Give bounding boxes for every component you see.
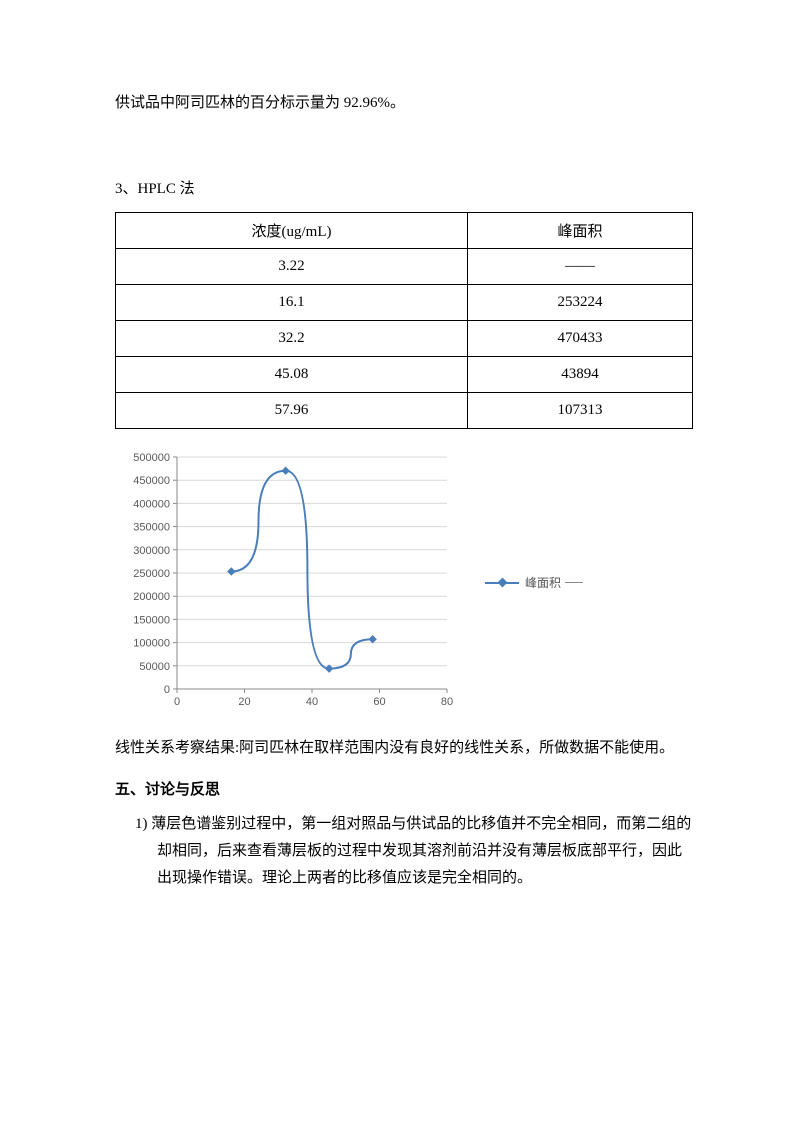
svg-text:250000: 250000 — [133, 568, 170, 580]
svg-text:400000: 400000 — [133, 498, 170, 510]
chart-legend: 峰面积 — [485, 574, 587, 591]
table-row: 16.1 253224 — [116, 285, 693, 321]
legend-dash-icon — [565, 582, 583, 583]
chart-svg: 0 50000 100000 150000 200000 250000 300000 3500… — [123, 449, 455, 711]
svg-text:60: 60 — [373, 696, 385, 708]
table-cell: 32.2 — [116, 321, 468, 357]
table-cell: 3.22 — [116, 249, 468, 285]
svg-text:200000: 200000 — [133, 591, 170, 603]
svg-text:100000: 100000 — [133, 638, 170, 650]
table-cell: 57.96 — [116, 393, 468, 429]
peak-area-chart: 0 50000 100000 150000 200000 250000 300000 3500… — [123, 449, 455, 716]
svg-text:20: 20 — [238, 696, 250, 708]
hplc-table: 浓度(ug/mL) 峰面积 3.22 —— 16.1 253224 32.2 4… — [115, 212, 693, 429]
section-5-heading: 五、讨论与反思 — [115, 778, 693, 799]
legend-label: 峰面积 — [525, 574, 561, 591]
table-cell: 253224 — [467, 285, 692, 321]
legend-marker-icon — [485, 582, 519, 584]
table-cell: 16.1 — [116, 285, 468, 321]
svg-text:50000: 50000 — [139, 661, 170, 673]
svg-text:150000: 150000 — [133, 614, 170, 626]
table-cell: —— — [467, 249, 692, 285]
result-paragraph: 线性关系考察结果:阿司匹林在取样范围内没有良好的线性关系，所做数据不能使用。 — [115, 736, 693, 762]
table-row: 32.2 470433 — [116, 321, 693, 357]
item-text: 薄层色谱鉴别过程中，第一组对照品与供试品的比移值并不完全相同，而第二组的却相同，… — [151, 816, 691, 886]
svg-text:500000: 500000 — [133, 452, 170, 464]
item-number: 1) — [135, 816, 148, 832]
table-header: 峰面积 — [467, 213, 692, 249]
svg-text:0: 0 — [164, 684, 170, 696]
table-cell: 470433 — [467, 321, 692, 357]
section-3-title: 3、HPLC 法 — [115, 177, 693, 198]
svg-text:300000: 300000 — [133, 545, 170, 557]
page: 供试品中阿司匹林的百分标示量为 92.96%。 3、HPLC 法 浓度(ug/m… — [0, 0, 793, 1122]
table-row: 57.96 107313 — [116, 393, 693, 429]
discussion-item-1: 1) 薄层色谱鉴别过程中，第一组对照品与供试品的比移值并不完全相同，而第二组的却… — [115, 811, 693, 892]
svg-text:350000: 350000 — [133, 522, 170, 534]
svg-text:450000: 450000 — [133, 475, 170, 487]
chart-container: 0 50000 100000 150000 200000 250000 300000 3500… — [123, 449, 693, 716]
table-cell: 45.08 — [116, 357, 468, 393]
table-row: 45.08 43894 — [116, 357, 693, 393]
intro-paragraph: 供试品中阿司匹林的百分标示量为 92.96%。 — [115, 90, 693, 117]
table-row: 3.22 —— — [116, 249, 693, 285]
table-header: 浓度(ug/mL) — [116, 213, 468, 249]
table-cell: 43894 — [467, 357, 692, 393]
svg-text:80: 80 — [441, 696, 453, 708]
table-cell: 107313 — [467, 393, 692, 429]
svg-text:40: 40 — [306, 696, 318, 708]
svg-text:0: 0 — [174, 696, 180, 708]
table-header-row: 浓度(ug/mL) 峰面积 — [116, 213, 693, 249]
